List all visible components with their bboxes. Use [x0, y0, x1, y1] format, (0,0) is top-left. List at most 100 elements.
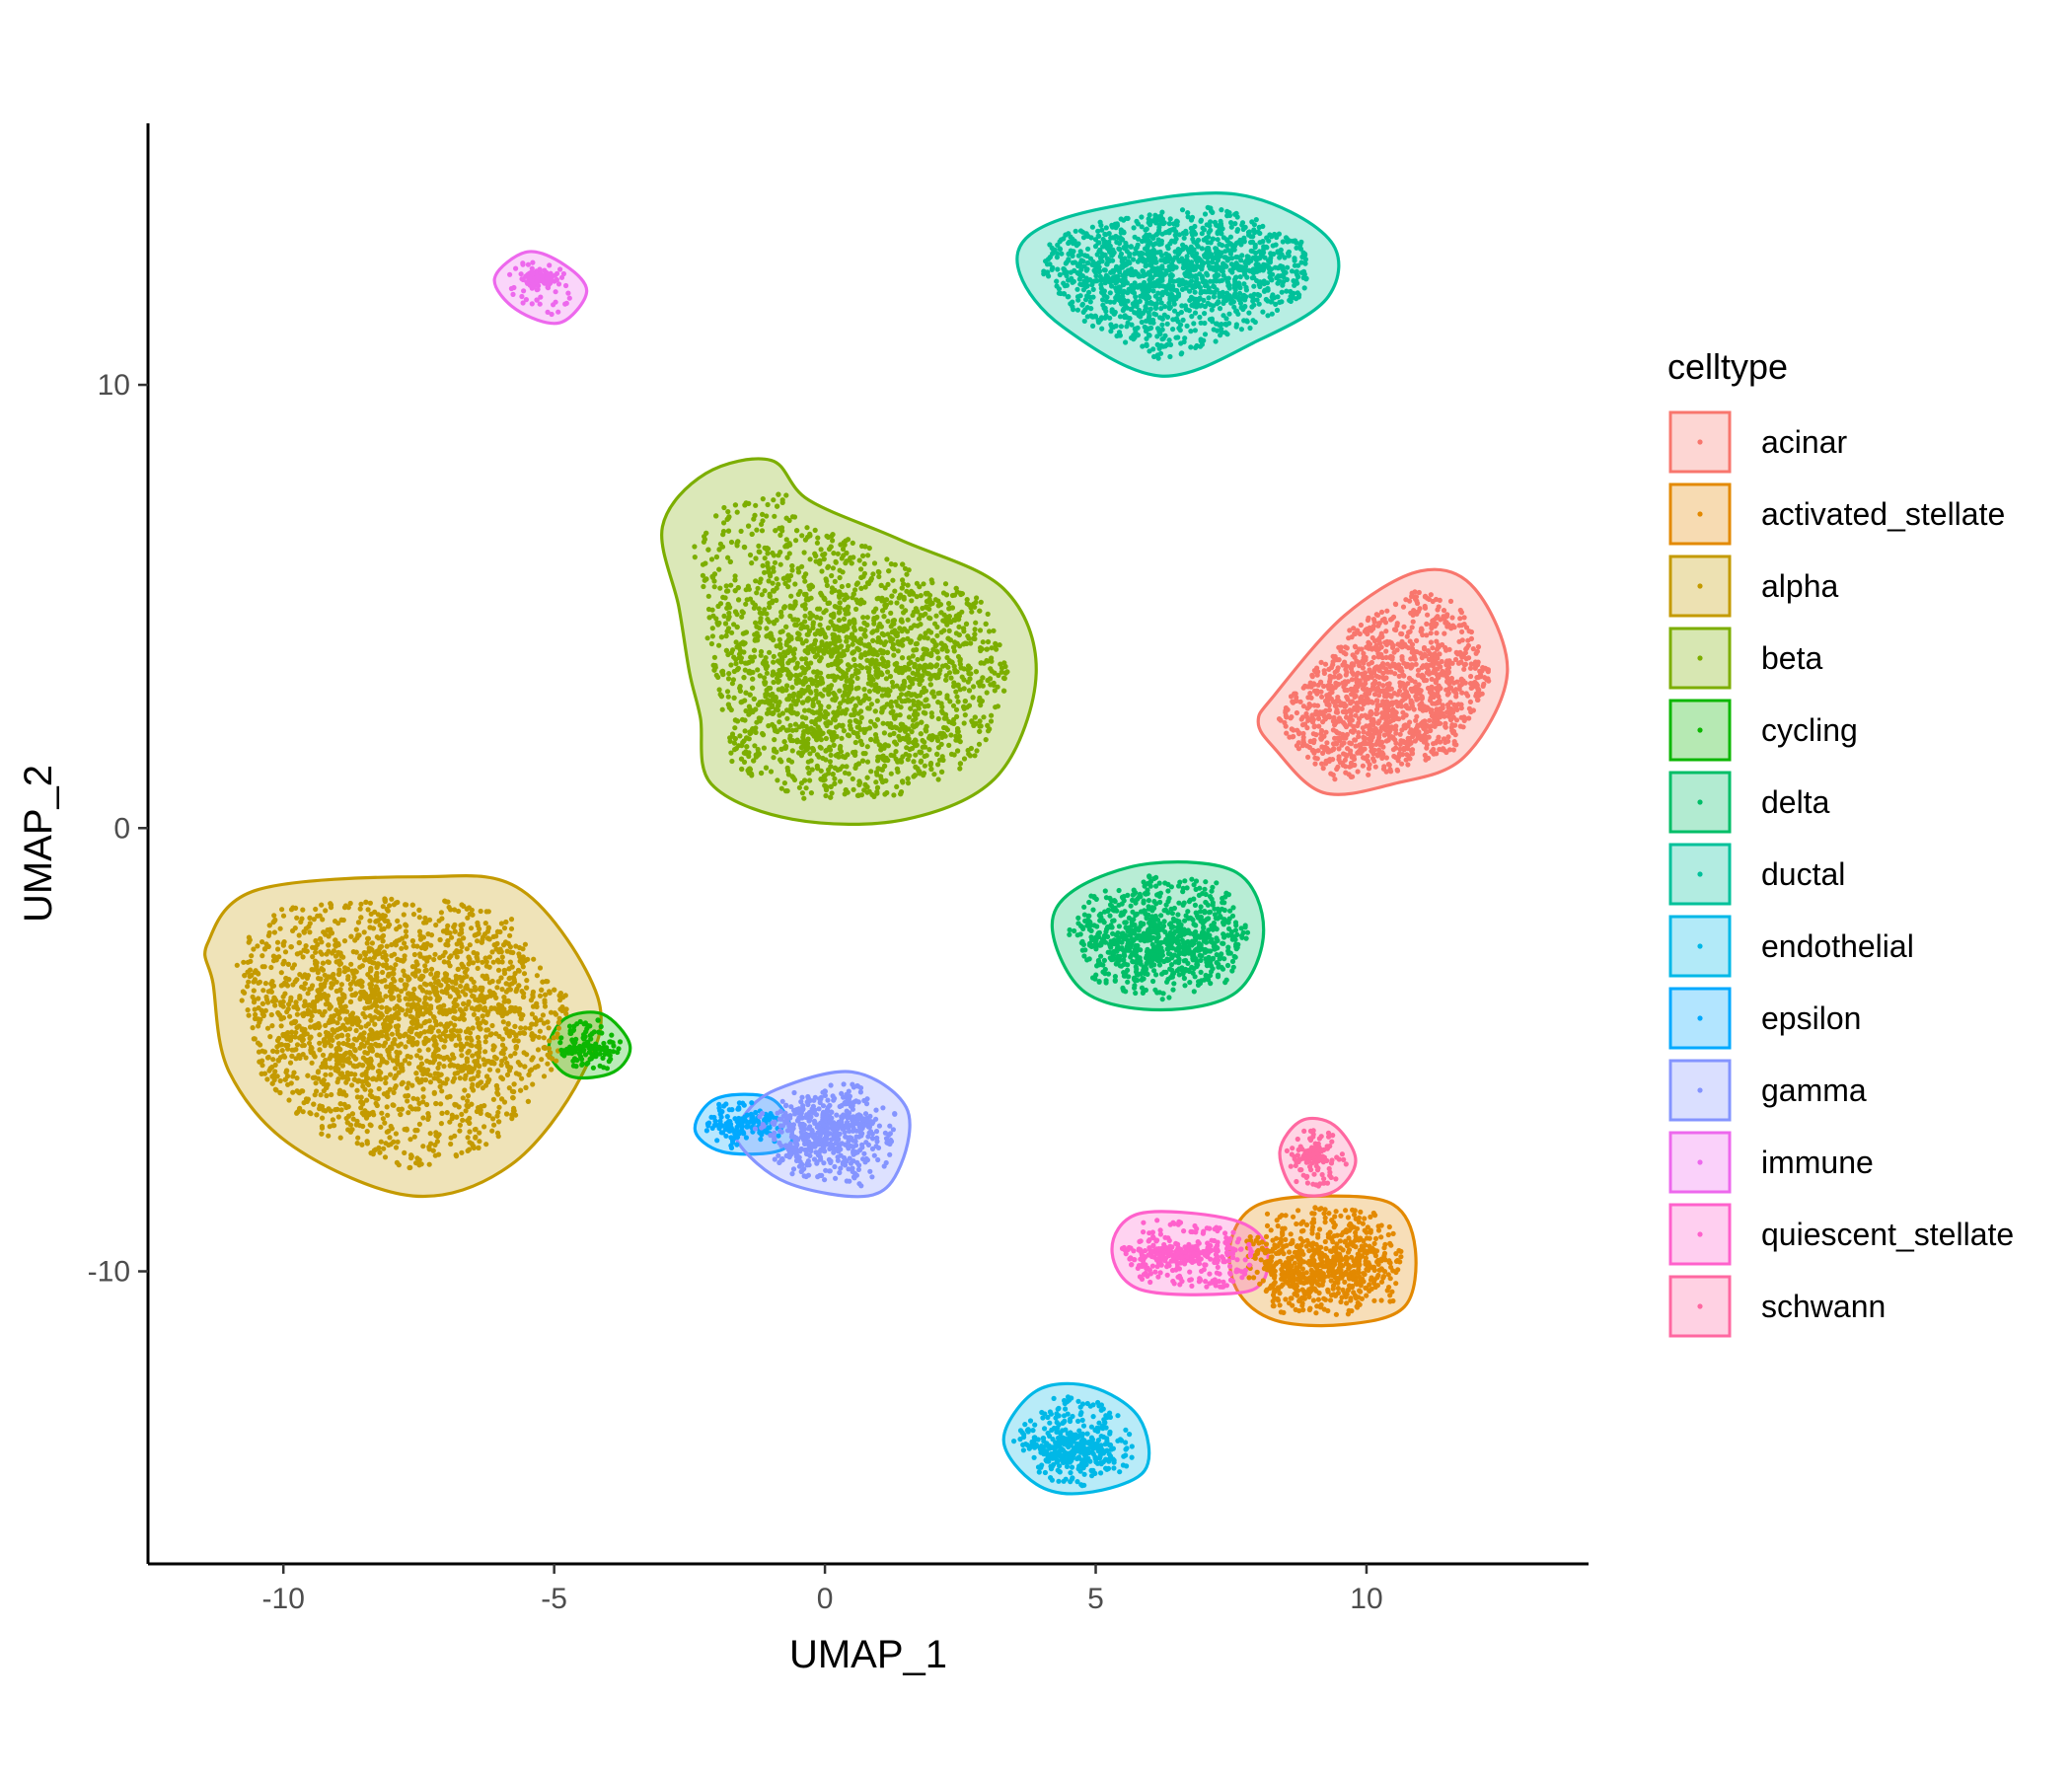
data-point: [1419, 674, 1425, 680]
data-point: [1429, 626, 1435, 631]
data-point: [1378, 1297, 1384, 1303]
data-point: [464, 1035, 471, 1041]
data-point: [1407, 638, 1413, 644]
data-point: [1435, 688, 1441, 694]
data-point: [268, 964, 274, 971]
data-point: [1380, 683, 1386, 689]
data-point: [438, 910, 444, 916]
data-point: [337, 1135, 343, 1141]
data-point: [1278, 1236, 1284, 1242]
data-point: [326, 959, 332, 966]
data-point: [1467, 665, 1474, 671]
data-point: [329, 1091, 334, 1098]
data-point: [407, 1061, 412, 1067]
data-point: [499, 1096, 505, 1102]
data-point: [451, 1008, 457, 1014]
data-point: [378, 1070, 384, 1075]
data-point: [1295, 1293, 1300, 1298]
data-point: [326, 1106, 332, 1112]
data-point: [334, 1069, 340, 1074]
data-point: [1335, 695, 1341, 701]
data-point: [399, 1106, 405, 1112]
data-point: [311, 967, 317, 973]
data-point: [427, 1028, 433, 1034]
data-point: [501, 995, 507, 1000]
data-point: [320, 917, 326, 923]
data-point: [1343, 1208, 1349, 1214]
data-point: [434, 1139, 440, 1145]
data-point: [435, 1053, 441, 1060]
data-point: [485, 1059, 491, 1065]
data-point: [479, 988, 484, 994]
data-point: [311, 1023, 318, 1029]
data-point: [1362, 1271, 1368, 1278]
data-point: [1352, 694, 1358, 701]
data-point: [1309, 1254, 1315, 1260]
data-point: [453, 1153, 460, 1159]
data-point: [1372, 1213, 1378, 1219]
data-point: [1333, 1209, 1339, 1215]
data-point: [437, 1078, 443, 1084]
data-point: [1411, 608, 1417, 614]
data-point: [1346, 1235, 1352, 1241]
data-point: [416, 1121, 422, 1127]
data-point: [1294, 1221, 1299, 1227]
data-point: [555, 1025, 562, 1031]
data-point: [1457, 616, 1463, 622]
data-point: [1440, 710, 1445, 716]
data-point: [1365, 1264, 1370, 1270]
data-point: [1452, 732, 1458, 738]
data-point: [1321, 713, 1327, 719]
data-point: [1353, 743, 1359, 749]
data-point: [1416, 609, 1422, 615]
data-point: [1299, 1266, 1305, 1272]
data-point: [464, 1102, 470, 1109]
data-point: [1378, 1222, 1384, 1228]
data-point: [460, 1117, 466, 1123]
data-point: [1293, 1306, 1298, 1312]
data-point: [493, 1056, 499, 1062]
data-point: [1473, 663, 1479, 669]
data-point: [394, 1049, 400, 1055]
data-point: [1353, 712, 1359, 718]
data-point: [380, 969, 386, 976]
data-point: [1429, 676, 1435, 683]
data-point: [1338, 1271, 1344, 1277]
data-point: [1376, 621, 1382, 627]
data-point: [1342, 721, 1348, 728]
data-point: [465, 1135, 471, 1141]
data-point: [1396, 673, 1402, 680]
data-point: [326, 1019, 332, 1025]
data-point: [1310, 1240, 1316, 1246]
data-point: [452, 928, 458, 934]
data-point: [1370, 626, 1376, 631]
data-point: [530, 1081, 536, 1087]
data-point: [476, 1024, 481, 1030]
data-point: [1316, 1226, 1323, 1232]
data-point: [1323, 1245, 1329, 1252]
data-point: [409, 1106, 415, 1112]
data-point: [1318, 1301, 1324, 1308]
data-point: [1396, 688, 1403, 694]
data-point: [1287, 1249, 1293, 1255]
data-point: [245, 959, 251, 965]
data-point: [280, 942, 286, 948]
data-point: [1267, 1263, 1273, 1269]
data-point: [1248, 1237, 1254, 1243]
data-point: [1376, 739, 1382, 745]
data-point: [294, 1011, 300, 1017]
data-point: [1353, 684, 1359, 690]
data-point: [482, 1049, 488, 1055]
data-point: [1416, 589, 1422, 596]
data-point: [320, 1115, 326, 1121]
data-point: [1352, 762, 1358, 769]
data-point: [1394, 647, 1400, 653]
data-point: [1403, 757, 1409, 763]
data-point: [487, 1032, 493, 1038]
data-point: [1322, 1296, 1328, 1302]
data-point: [333, 979, 339, 985]
data-point: [334, 1034, 340, 1040]
data-point: [1333, 1245, 1339, 1251]
data-point: [1299, 1302, 1305, 1308]
data-point: [457, 1128, 463, 1134]
